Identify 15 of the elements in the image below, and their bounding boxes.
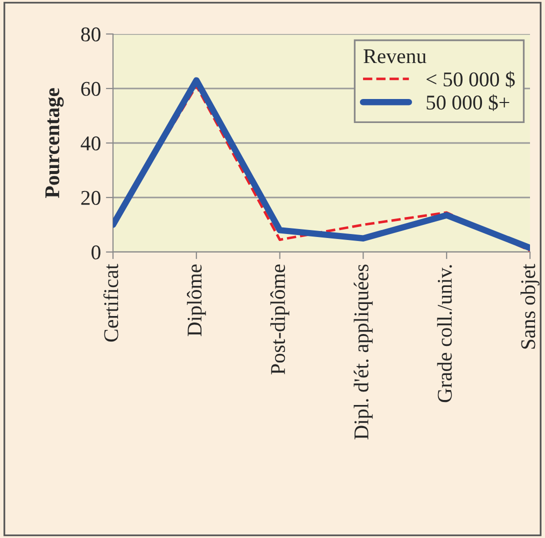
x-tick-label: Diplôme: [186, 264, 206, 336]
legend-label: 50 000 $+: [426, 94, 510, 111]
legend-title: Revenu: [364, 49, 426, 64]
y-tick-label: 60: [81, 82, 100, 96]
y-tick-label: 20: [81, 190, 100, 205]
x-tick-label: Dipl. d'ét. appliquées: [354, 264, 373, 440]
y-axis-title: Pourcentage: [45, 88, 64, 198]
y-tick-label: 0: [92, 245, 100, 260]
x-tick-label: Sans objet: [520, 264, 540, 349]
y-tick-label: 80: [81, 27, 100, 42]
y-tick-label: 40: [80, 136, 100, 150]
x-tick-label: Post-diplôme: [270, 264, 290, 374]
legend-label: < 50 000 $: [426, 71, 515, 88]
x-tick-label: Certificat: [103, 264, 118, 342]
x-tick-label: Grade coll./univ.: [437, 265, 452, 402]
